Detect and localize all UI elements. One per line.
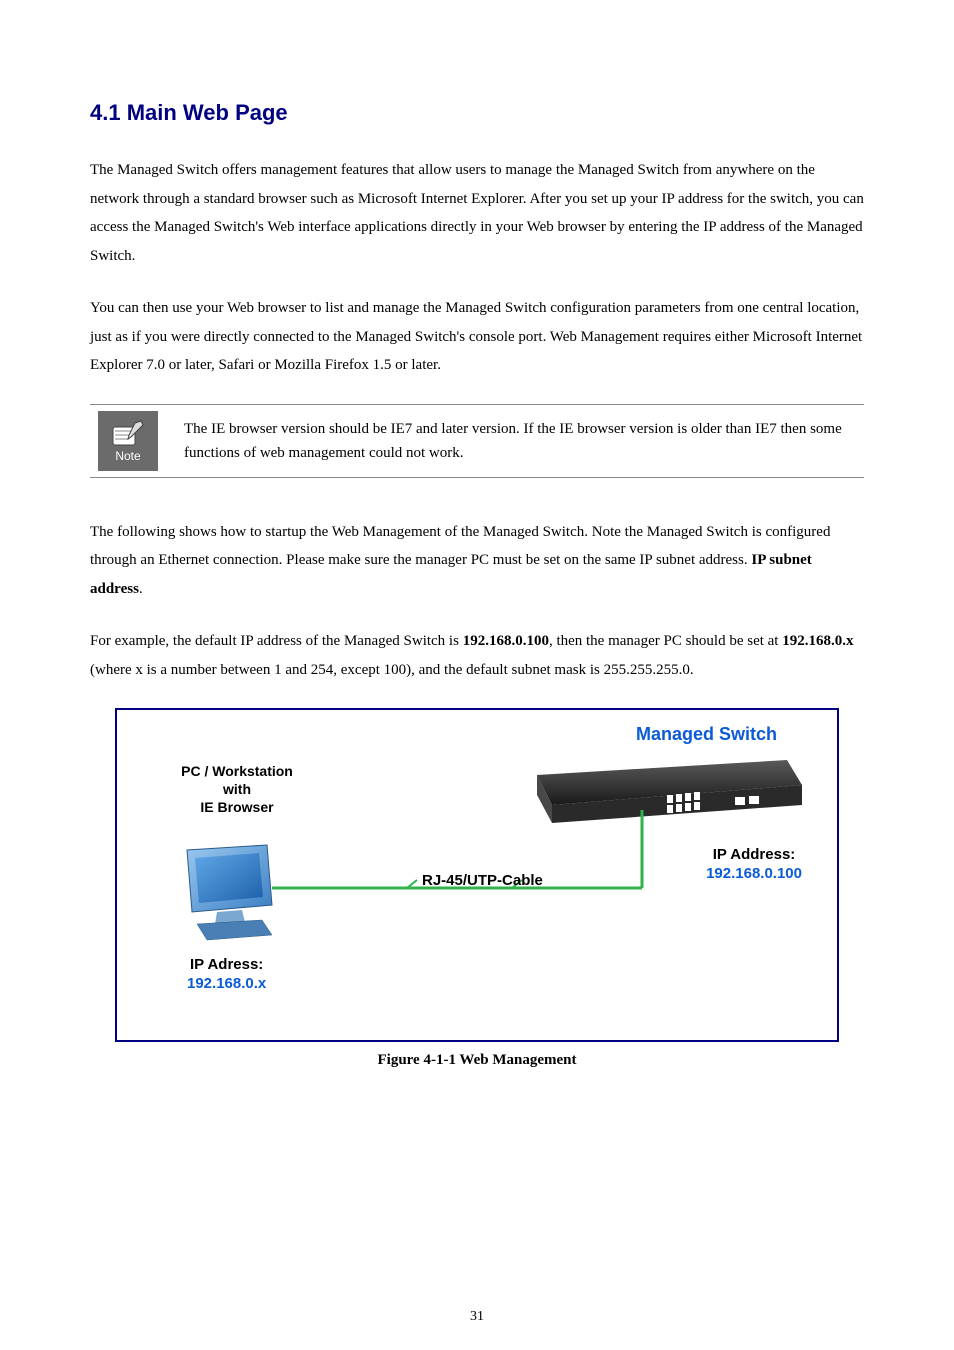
figure-caption: Figure 4-1-1 Web Management bbox=[90, 1052, 864, 1069]
p4-ip2: 192.168.0.x bbox=[782, 633, 853, 649]
note-callout: Note The IE browser version should be IE… bbox=[90, 404, 864, 478]
paragraph-2: You can then use your Web browser to lis… bbox=[90, 294, 864, 380]
note-text: The IE browser version should be IE7 and… bbox=[176, 404, 864, 477]
figure-switch-ip-label: IP Address: bbox=[706, 845, 802, 865]
figure-pc-ip-block: IP Adress: 192.168.0.x bbox=[187, 955, 266, 992]
paragraph-3-text: The following shows how to startup the W… bbox=[90, 524, 830, 569]
p4-part2: , then the manager PC should be set at bbox=[549, 633, 782, 649]
p4-ip1: 192.168.0.100 bbox=[463, 633, 549, 649]
pc-label-line2: with bbox=[157, 780, 317, 798]
paragraph-1: The Managed Switch offers management fea… bbox=[90, 156, 864, 270]
figure-container: Managed Switch PC / Workstation with IE … bbox=[115, 708, 839, 1042]
p4-part3: (where x is a number between 1 and 254, … bbox=[90, 662, 694, 678]
note-label-text: Note bbox=[115, 449, 140, 463]
document-page: 4.1 Main Web Page The Managed Switch off… bbox=[0, 0, 954, 1350]
figure-cable-label: RJ-45/UTP-Cable bbox=[422, 872, 543, 889]
page-number: 31 bbox=[0, 1309, 954, 1325]
paragraph-2-text: You can then use your Web browser to lis… bbox=[90, 300, 862, 373]
p4-part1: For example, the default IP address of t… bbox=[90, 633, 463, 649]
figure-switch-title: Managed Switch bbox=[636, 724, 777, 745]
note-icon: Note bbox=[98, 411, 158, 471]
figure-pc-ip-value: 192.168.0.x bbox=[187, 975, 266, 992]
figure-switch-ip-value: 192.168.0.100 bbox=[706, 865, 802, 882]
paragraph-4: For example, the default IP address of t… bbox=[90, 627, 864, 684]
figure-pc-label: PC / Workstation with IE Browser bbox=[157, 762, 317, 817]
section-heading: 4.1 Main Web Page bbox=[90, 100, 864, 126]
pc-monitor-icon bbox=[177, 840, 287, 950]
paragraph-3: The following shows how to startup the W… bbox=[90, 518, 864, 604]
figure-pc-ip-label: IP Adress: bbox=[187, 955, 266, 975]
pc-label-line1: PC / Workstation bbox=[157, 762, 317, 780]
note-icon-cell: Note bbox=[90, 404, 176, 477]
figure-switch-ip-block: IP Address: 192.168.0.100 bbox=[706, 845, 802, 882]
